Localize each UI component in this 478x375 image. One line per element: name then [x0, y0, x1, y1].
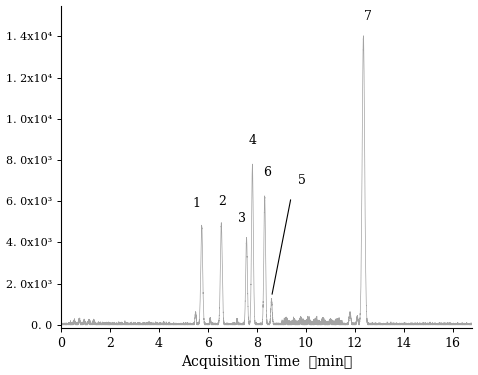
Text: 1: 1 — [192, 198, 200, 210]
X-axis label: Acquisition Time  （min）: Acquisition Time （min） — [181, 356, 352, 369]
Text: 6: 6 — [263, 165, 271, 178]
Text: 5: 5 — [298, 174, 306, 187]
Text: 3: 3 — [238, 212, 246, 225]
Text: 7: 7 — [364, 10, 371, 23]
Text: 2: 2 — [218, 195, 226, 208]
Text: 4: 4 — [249, 134, 256, 147]
